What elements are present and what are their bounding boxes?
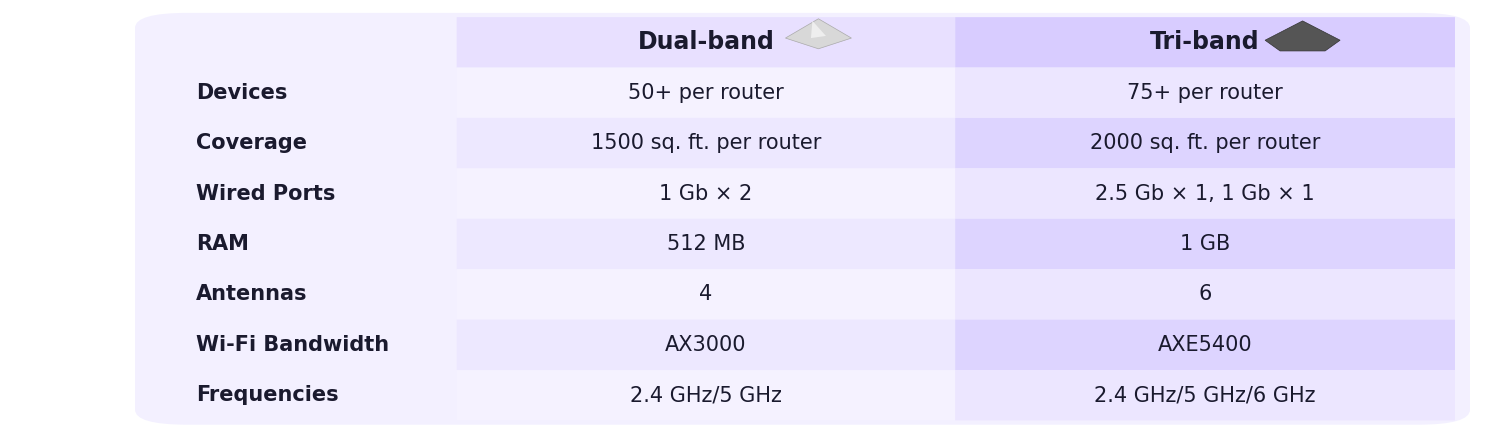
FancyBboxPatch shape <box>456 320 956 370</box>
FancyBboxPatch shape <box>956 370 1455 420</box>
FancyBboxPatch shape <box>456 67 956 118</box>
Text: 2.4 GHz/5 GHz/6 GHz: 2.4 GHz/5 GHz/6 GHz <box>1095 385 1316 405</box>
FancyBboxPatch shape <box>456 370 956 420</box>
Text: 1 Gb × 2: 1 Gb × 2 <box>660 184 753 204</box>
Text: 6: 6 <box>1198 284 1212 305</box>
Text: Tri-band: Tri-band <box>1150 30 1260 54</box>
FancyBboxPatch shape <box>956 269 1455 320</box>
Text: 2000 sq. ft. per router: 2000 sq. ft. per router <box>1090 133 1320 153</box>
Text: 1 GB: 1 GB <box>1180 234 1230 254</box>
FancyBboxPatch shape <box>956 219 1455 269</box>
Text: Wired Ports: Wired Ports <box>196 184 336 204</box>
Text: 75+ per router: 75+ per router <box>1126 83 1282 103</box>
Text: 2.5 Gb × 1, 1 Gb × 1: 2.5 Gb × 1, 1 Gb × 1 <box>1095 184 1316 204</box>
Text: 1500 sq. ft. per router: 1500 sq. ft. per router <box>591 133 820 153</box>
Text: Dual-band: Dual-band <box>638 30 774 54</box>
Polygon shape <box>812 21 826 38</box>
FancyBboxPatch shape <box>956 320 1455 370</box>
Text: Antennas: Antennas <box>196 284 308 305</box>
Text: Frequencies: Frequencies <box>196 385 339 405</box>
Text: Devices: Devices <box>196 83 288 103</box>
FancyBboxPatch shape <box>956 169 1455 219</box>
Text: 2.4 GHz/5 GHz: 2.4 GHz/5 GHz <box>630 385 782 405</box>
FancyBboxPatch shape <box>456 269 956 320</box>
Polygon shape <box>786 19 852 49</box>
FancyBboxPatch shape <box>456 169 956 219</box>
FancyBboxPatch shape <box>956 118 1455 169</box>
FancyBboxPatch shape <box>956 67 1455 118</box>
Text: Coverage: Coverage <box>196 133 308 153</box>
FancyBboxPatch shape <box>456 118 956 169</box>
Text: AXE5400: AXE5400 <box>1158 335 1252 355</box>
FancyBboxPatch shape <box>956 17 1455 67</box>
FancyBboxPatch shape <box>456 219 956 269</box>
FancyBboxPatch shape <box>456 17 956 67</box>
Text: Wi-Fi Bandwidth: Wi-Fi Bandwidth <box>196 335 388 355</box>
FancyBboxPatch shape <box>135 13 1470 425</box>
Text: 50+ per router: 50+ per router <box>628 83 784 103</box>
Text: RAM: RAM <box>196 234 249 254</box>
Text: AX3000: AX3000 <box>664 335 747 355</box>
Polygon shape <box>1264 21 1340 51</box>
Text: 512 MB: 512 MB <box>666 234 746 254</box>
Text: 4: 4 <box>699 284 712 305</box>
